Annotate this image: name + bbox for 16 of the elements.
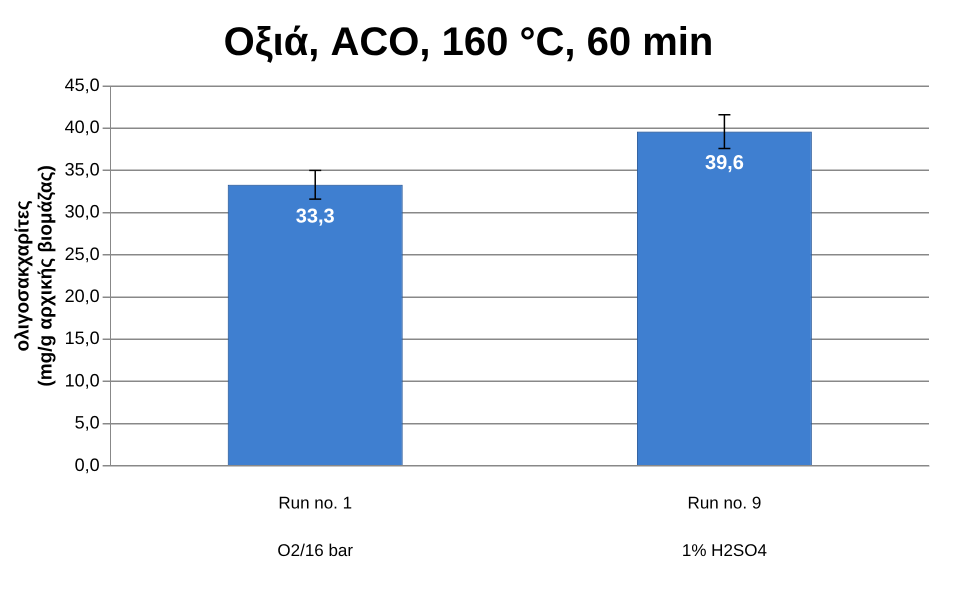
data-label: 39,6 bbox=[704, 152, 744, 174]
category-label: Run no. 1 O2/16 bar bbox=[277, 493, 354, 560]
chart-title: Οξιά, ACO, 160 °C, 60 min bbox=[224, 20, 714, 64]
y-tick-label: 40,0 bbox=[64, 117, 100, 138]
y-tick-label: 5,0 bbox=[74, 412, 100, 433]
y-tick-label: 35,0 bbox=[64, 159, 100, 180]
y-tick-label: 45,0 bbox=[64, 74, 100, 95]
y-tick-label: 20,0 bbox=[64, 286, 100, 306]
category-label: Run no. 9 1% H2SO4 bbox=[682, 493, 767, 560]
y-tick-label: 15,0 bbox=[64, 328, 100, 348]
y-tick-label: 10,0 bbox=[64, 370, 100, 390]
y-tick-label: 30,0 bbox=[64, 202, 100, 222]
y-axis-title: ολιγοσακχαρίτες (mg/g αρχικής βιομάζας) bbox=[12, 165, 56, 387]
y-tick-label: 0,0 bbox=[74, 454, 100, 475]
data-label: 33,3 bbox=[296, 205, 335, 228]
y-tick-label: 25,0 bbox=[64, 244, 100, 264]
